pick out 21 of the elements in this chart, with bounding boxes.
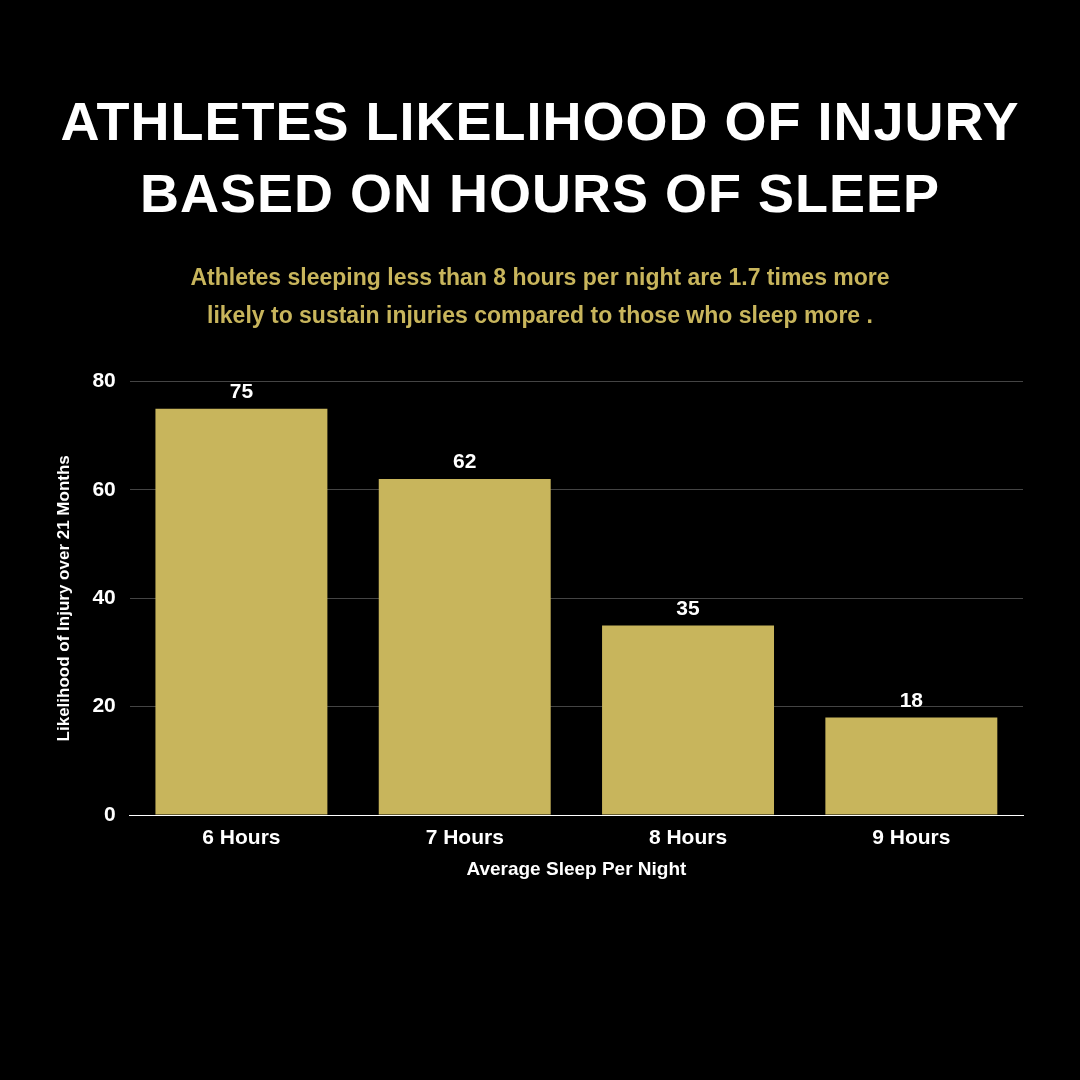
bar: [378, 479, 551, 815]
x-tick-label: 8 Hours: [648, 825, 728, 849]
x-tick-label: 6 Hours: [202, 825, 281, 849]
chart-subtitle: Athletes sleeping less than 8 hours per night are 1.7 times more likely to sustain injuries compared to those who sleep more .: [189, 263, 891, 330]
x-tick-label: 9 Hours: [872, 825, 951, 849]
bar: [825, 717, 998, 815]
y-tick-label: 60: [92, 476, 116, 500]
y-tick-label: 0: [104, 801, 116, 825]
y-tick-label: 20: [92, 693, 116, 717]
data-label: 62: [453, 449, 477, 473]
chart-title: ATHLETES LIKELIHOOD OF INJURY BASED ON HOURS OF SLEEP: [59, 90, 1021, 225]
y-tick-label: 80: [92, 368, 116, 392]
data-label: 18: [899, 687, 924, 711]
y-tick-label: 40: [92, 585, 116, 609]
x-axis-title: Average Sleep Per Night: [466, 857, 688, 879]
y-axis-title: Likelihood of Injury over 21 Months: [53, 455, 73, 742]
bar: [602, 625, 775, 815]
x-tick-label: 7 Hours: [425, 825, 504, 849]
data-label: 75: [229, 378, 254, 402]
bar: [155, 408, 328, 815]
data-label: 35: [676, 595, 701, 619]
